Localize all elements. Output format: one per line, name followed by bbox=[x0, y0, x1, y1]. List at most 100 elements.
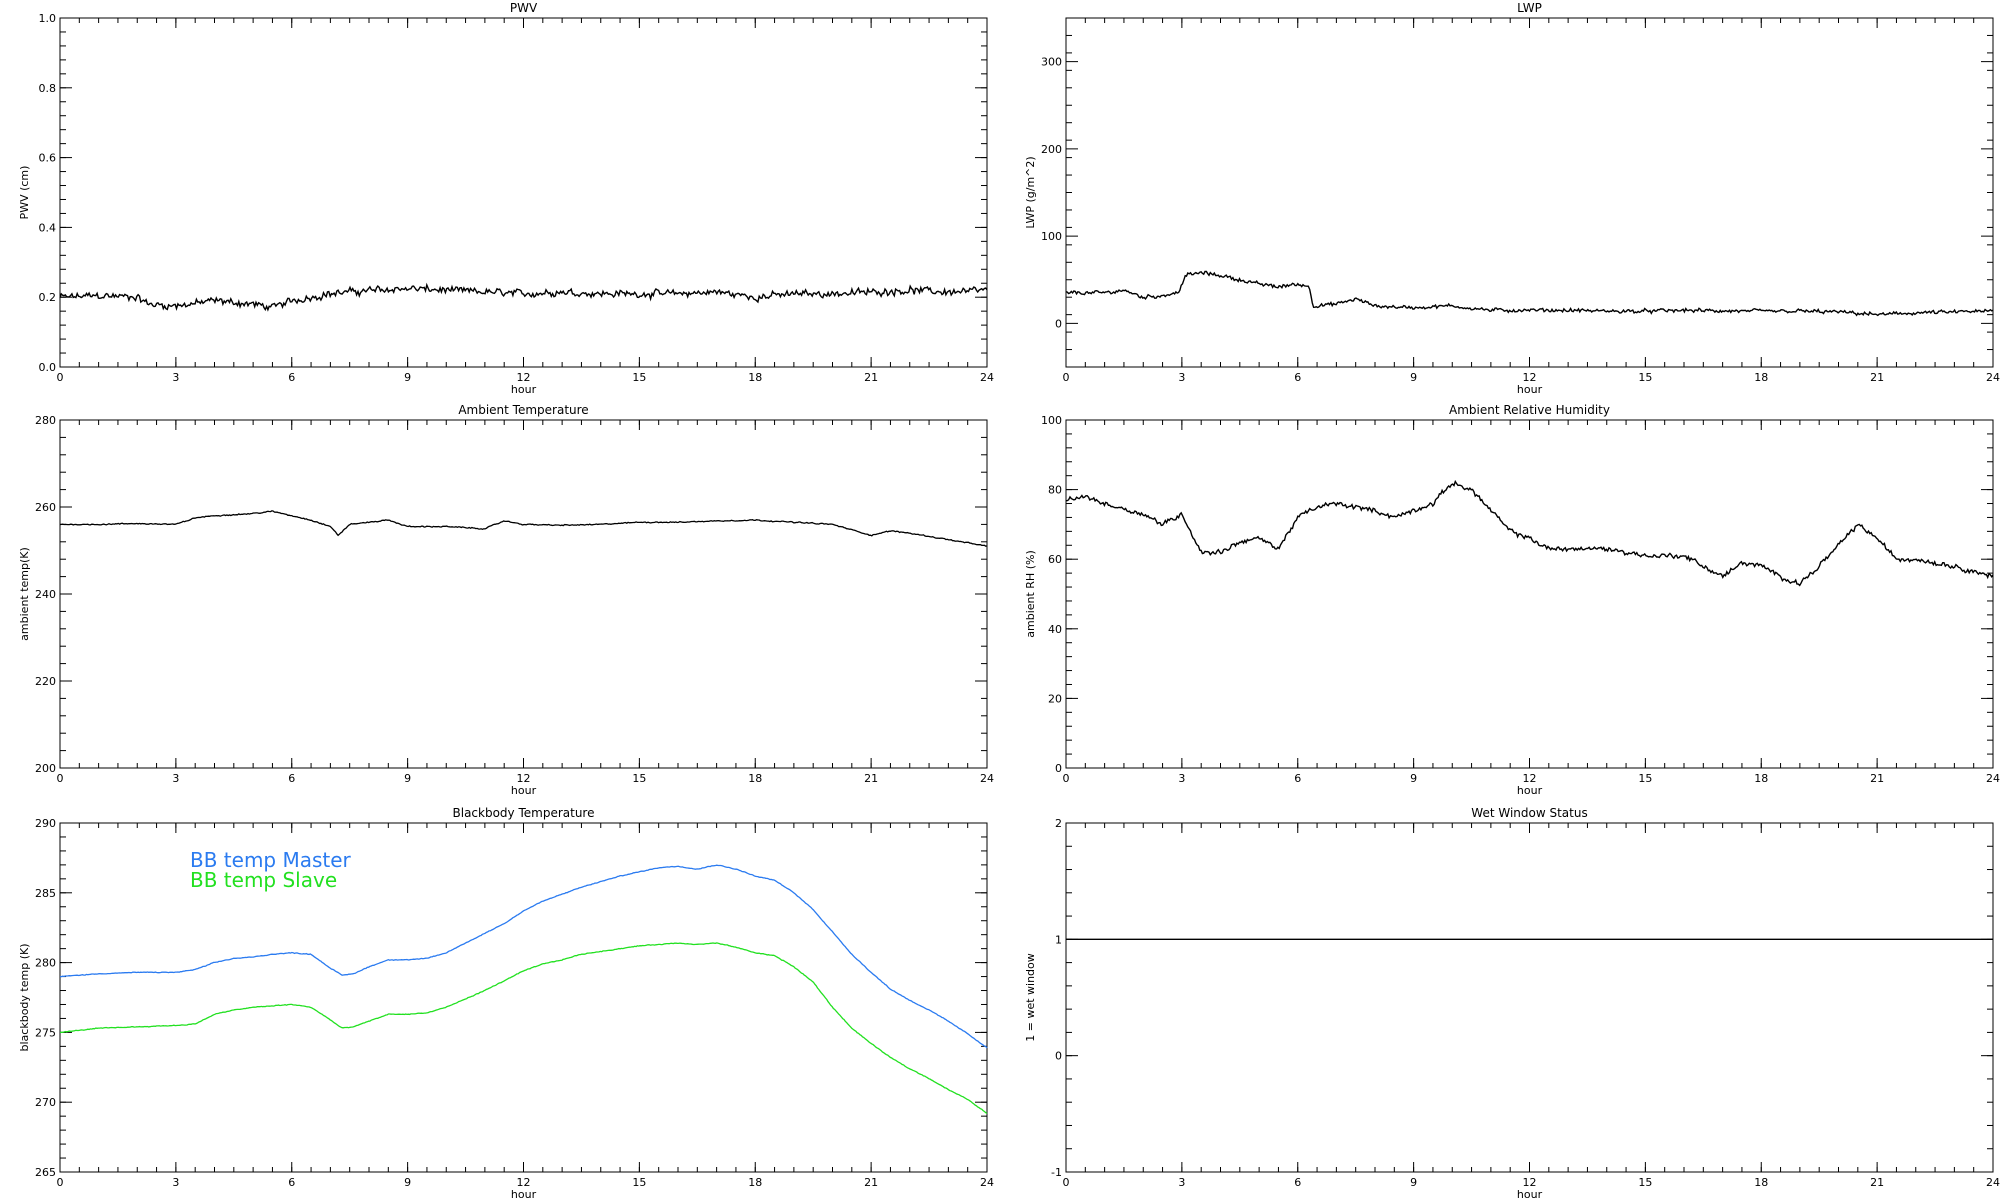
x-tick-label: 18 bbox=[748, 772, 762, 785]
y-axis-label: ambient RH (%) bbox=[1024, 550, 1037, 638]
x-tick-label: 18 bbox=[748, 371, 762, 384]
panel-lwp: LWP 0 3 6 9 12 15 18 21 24 hour 0 100 200 300 LWP (g/m^… bbox=[1024, 1, 2000, 396]
x-tick-label: 21 bbox=[864, 1176, 878, 1189]
panel-pwv: PWV 0 3 6 9 12 15 18 21 24 hour 0.0 0.2 0.4 0.6 0.8 1.0 P… bbox=[18, 1, 994, 396]
x-tick-label: 0 bbox=[1063, 1176, 1070, 1189]
x-tick-label: 9 bbox=[1410, 772, 1417, 785]
y-tick-label: 280 bbox=[35, 414, 56, 427]
plot-frame bbox=[59, 17, 988, 368]
y-tick-label: 0.8 bbox=[39, 82, 57, 95]
y-tick-label: 265 bbox=[35, 1166, 56, 1179]
x-tick-label: 18 bbox=[1754, 772, 1768, 785]
y-tick-label: 0 bbox=[1055, 762, 1062, 775]
x-axis-label: hour bbox=[1517, 383, 1543, 396]
plot-frame bbox=[1065, 17, 1994, 368]
plot-frame bbox=[1065, 419, 1994, 769]
x-tick-label: 24 bbox=[980, 371, 994, 384]
x-tick-label: 0 bbox=[57, 1176, 64, 1189]
x-tick-label: 15 bbox=[632, 772, 646, 785]
plot-frame bbox=[1065, 822, 1994, 1173]
x-tick-label: 18 bbox=[748, 1176, 762, 1189]
x-tick-label: 6 bbox=[1294, 1176, 1301, 1189]
x-tick-label: 21 bbox=[1870, 1176, 1884, 1189]
x-tick-label: 18 bbox=[1754, 371, 1768, 384]
x-tick-label: 6 bbox=[1294, 371, 1301, 384]
x-tick-label: 9 bbox=[404, 1176, 411, 1189]
x-tick-label: 12 bbox=[1523, 772, 1537, 785]
series-line-0 bbox=[59, 282, 988, 312]
chart-title: Wet Window Status bbox=[1471, 806, 1587, 820]
x-tick-label: 24 bbox=[1986, 371, 2000, 384]
y-tick-label: 260 bbox=[35, 501, 56, 514]
x-tick-label: 0 bbox=[1063, 772, 1070, 785]
x-tick-label: 9 bbox=[404, 371, 411, 384]
y-axis-label: LWP (g/m^2) bbox=[1024, 156, 1037, 228]
x-tick-label: 3 bbox=[172, 772, 179, 785]
chart-title: PWV bbox=[510, 1, 538, 15]
y-tick-label: 200 bbox=[35, 762, 56, 775]
x-tick-label: 0 bbox=[1063, 371, 1070, 384]
x-tick-label: 6 bbox=[288, 371, 295, 384]
y-tick-label: 2 bbox=[1055, 817, 1062, 830]
x-tick-label: 3 bbox=[1178, 1176, 1185, 1189]
x-tick-label: 24 bbox=[1986, 772, 2000, 785]
y-tick-label: 300 bbox=[1041, 56, 1062, 69]
x-tick-label: 9 bbox=[1410, 1176, 1417, 1189]
x-tick-label: 6 bbox=[288, 772, 295, 785]
x-tick-label: 3 bbox=[1178, 371, 1185, 384]
x-tick-label: 3 bbox=[172, 1176, 179, 1189]
series-line-0 bbox=[1065, 270, 1994, 317]
y-tick-label: 0.0 bbox=[39, 361, 57, 374]
x-axis-label: hour bbox=[511, 784, 537, 797]
chart-title: Ambient Temperature bbox=[458, 403, 588, 417]
x-tick-label: 6 bbox=[288, 1176, 295, 1189]
y-tick-label: 100 bbox=[1041, 230, 1062, 243]
y-tick-label: 0.2 bbox=[39, 291, 57, 304]
y-tick-label: 0.6 bbox=[39, 152, 57, 165]
y-tick-label: 270 bbox=[35, 1096, 56, 1109]
x-tick-label: 12 bbox=[517, 772, 531, 785]
plot-frame bbox=[59, 419, 988, 769]
y-tick-label: -1 bbox=[1051, 1166, 1062, 1179]
x-tick-label: 15 bbox=[1638, 772, 1652, 785]
legend-entry: BB temp Master bbox=[190, 848, 352, 872]
x-tick-label: 15 bbox=[632, 371, 646, 384]
y-tick-label: 275 bbox=[35, 1026, 56, 1039]
x-tick-label: 15 bbox=[1638, 1176, 1652, 1189]
y-axis-label: PWV (cm) bbox=[18, 166, 31, 220]
x-axis-label: hour bbox=[1517, 784, 1543, 797]
y-tick-label: 0 bbox=[1055, 1050, 1062, 1063]
y-tick-label: 60 bbox=[1048, 553, 1062, 566]
chart-title: Blackbody Temperature bbox=[453, 806, 595, 820]
x-axis-label: hour bbox=[511, 383, 537, 396]
series-line-1 bbox=[59, 942, 988, 1115]
x-tick-label: 15 bbox=[1638, 371, 1652, 384]
series-line-0 bbox=[60, 864, 988, 1049]
x-tick-label: 24 bbox=[980, 772, 994, 785]
y-tick-label: 290 bbox=[35, 817, 56, 830]
x-tick-label: 3 bbox=[172, 371, 179, 384]
x-tick-label: 12 bbox=[517, 371, 531, 384]
y-axis-label: blackbody temp (K) bbox=[18, 944, 31, 1052]
x-tick-label: 24 bbox=[1986, 1176, 2000, 1189]
y-tick-label: 0 bbox=[1055, 317, 1062, 330]
x-tick-label: 18 bbox=[1754, 1176, 1768, 1189]
x-tick-label: 9 bbox=[404, 772, 411, 785]
y-tick-label: 285 bbox=[35, 887, 56, 900]
x-tick-label: 21 bbox=[864, 371, 878, 384]
panel-ambient_temp: Ambient Temperature 0 3 6 9 12 15 18 21 24 hour 200… bbox=[18, 403, 994, 797]
y-axis-label: 1 = wet window bbox=[1024, 953, 1037, 1042]
y-tick-label: 220 bbox=[35, 675, 56, 688]
y-tick-label: 200 bbox=[1041, 143, 1062, 156]
x-tick-label: 3 bbox=[1178, 772, 1185, 785]
x-tick-label: 9 bbox=[1410, 371, 1417, 384]
panel-blackbody_temp: Blackbody Temperature 0 3 6 9 12 15 18 21 24 hour 2… bbox=[18, 806, 994, 1201]
y-tick-label: 100 bbox=[1041, 414, 1062, 427]
series-line-0 bbox=[1065, 479, 1994, 587]
x-tick-label: 21 bbox=[1870, 371, 1884, 384]
y-tick-label: 1.0 bbox=[39, 12, 57, 25]
y-tick-label: 80 bbox=[1048, 484, 1062, 497]
y-tick-label: 40 bbox=[1048, 623, 1062, 636]
